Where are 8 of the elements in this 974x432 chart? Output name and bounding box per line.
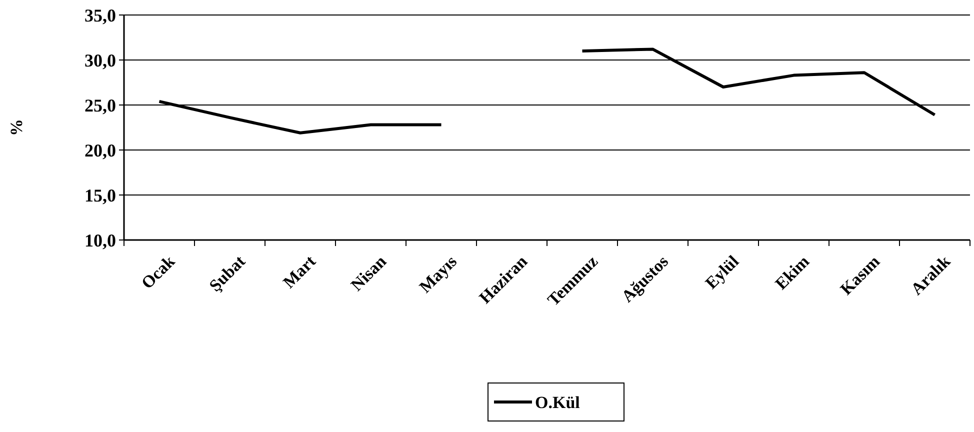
y-tick-label: 15,0 (84, 185, 116, 206)
legend-label: O.Kül (535, 392, 580, 412)
y-axis-title: % (7, 119, 26, 136)
y-tick-label: 30,0 (84, 50, 116, 70)
y-tick-label: 25,0 (84, 95, 116, 116)
y-tick-label: 20,0 (84, 140, 116, 160)
y-tick-label: 35,0 (84, 5, 116, 26)
y-tick-label: 10,0 (84, 230, 116, 250)
